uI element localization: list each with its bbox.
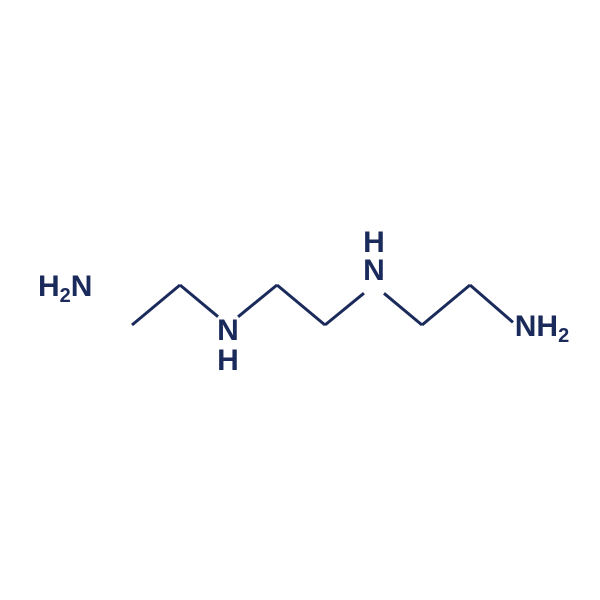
label-h-left: H <box>217 344 239 377</box>
molecule-diagram: H2NNHNHNH2 <box>0 0 600 600</box>
bond <box>238 285 277 317</box>
label-h-right: H <box>363 226 385 259</box>
bond <box>422 285 470 325</box>
bond <box>325 293 364 325</box>
bond <box>180 285 218 317</box>
label-nh2-right: NH2 <box>515 310 569 347</box>
label-nh2-left: H2N <box>38 270 92 307</box>
bond <box>277 285 325 325</box>
bond <box>132 285 180 325</box>
bond <box>384 293 422 325</box>
label-n-left: N <box>217 314 239 347</box>
bond <box>470 285 513 322</box>
